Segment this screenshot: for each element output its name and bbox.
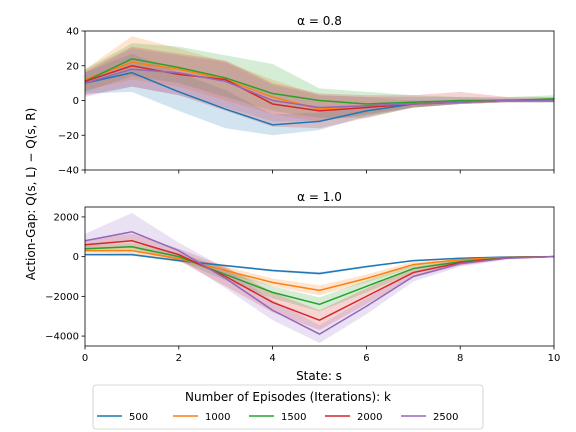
y-axis-label: Action-Gap: Q(s, L) − Q(s, R): [24, 108, 38, 281]
band-top-2000: [85, 46, 554, 129]
legend-frame: [92, 384, 484, 430]
band-top-1000: [85, 36, 554, 122]
panel-bottom: −4000 −2000 0 2000 0 2 4 6 8 10 α = 1.0: [45, 190, 560, 364]
chart-title-bottom: α = 1.0: [297, 190, 342, 204]
band-bottom-2000: [85, 233, 554, 331]
band-top-1500: [85, 43, 554, 118]
line-top-1500: [85, 58, 554, 105]
line-bottom-500: [85, 253, 554, 275]
band-bottom-1500: [85, 242, 554, 312]
legend-items: 500 1000 1500 2000 2500: [97, 412, 458, 423]
axes-frame-bottom: [84, 206, 555, 347]
ytick-label-top-40: 40: [66, 27, 79, 38]
legend-title: Number of Episodes (Iterations): k: [185, 390, 391, 404]
line-bottom-2500: [85, 231, 554, 335]
xtick-label-bottom-2: 2: [176, 353, 182, 364]
band-bottom-2500: [85, 212, 554, 344]
band-top-500: [85, 53, 554, 136]
plot-area-top: [85, 36, 554, 136]
xtick-label-bottom-4: 4: [269, 353, 275, 364]
plot-area-bottom: [85, 212, 554, 344]
xtick-label-bottom-10: 10: [548, 353, 561, 364]
chart-title-top: α = 0.8: [297, 14, 342, 28]
ytick-label-bottom--2000: −2000: [45, 292, 79, 303]
panel-top: −40 −20 0 20 40 α = 0.8: [58, 14, 555, 177]
ytick-label-top--40: −40: [58, 166, 79, 177]
xtick-label-bottom-8: 8: [457, 353, 463, 364]
line-top-2500: [85, 68, 554, 109]
legend-label-1500: 1500: [281, 412, 306, 423]
xtick-label-bottom-0: 0: [82, 353, 88, 364]
ytick-label-top-0: 0: [73, 96, 79, 107]
legend-label-2000: 2000: [357, 412, 382, 423]
xtick-label-bottom-6: 6: [363, 353, 369, 364]
line-bottom-1000: [85, 249, 554, 292]
line-bottom-2000: [85, 239, 554, 322]
ytick-label-top--20: −20: [58, 131, 79, 142]
ytick-label-bottom--4000: −4000: [45, 332, 79, 343]
legend-label-500: 500: [129, 412, 148, 423]
legend-label-2500: 2500: [433, 412, 458, 423]
x-axis-label: State: s: [296, 369, 342, 383]
legend: Number of Episodes (Iterations): k 500 10…: [92, 384, 484, 430]
ytick-label-bottom-2000: 2000: [54, 212, 79, 223]
ytick-label-top-20: 20: [66, 61, 79, 72]
legend-label-1000: 1000: [205, 412, 230, 423]
ytick-label-bottom-0: 0: [73, 252, 79, 263]
